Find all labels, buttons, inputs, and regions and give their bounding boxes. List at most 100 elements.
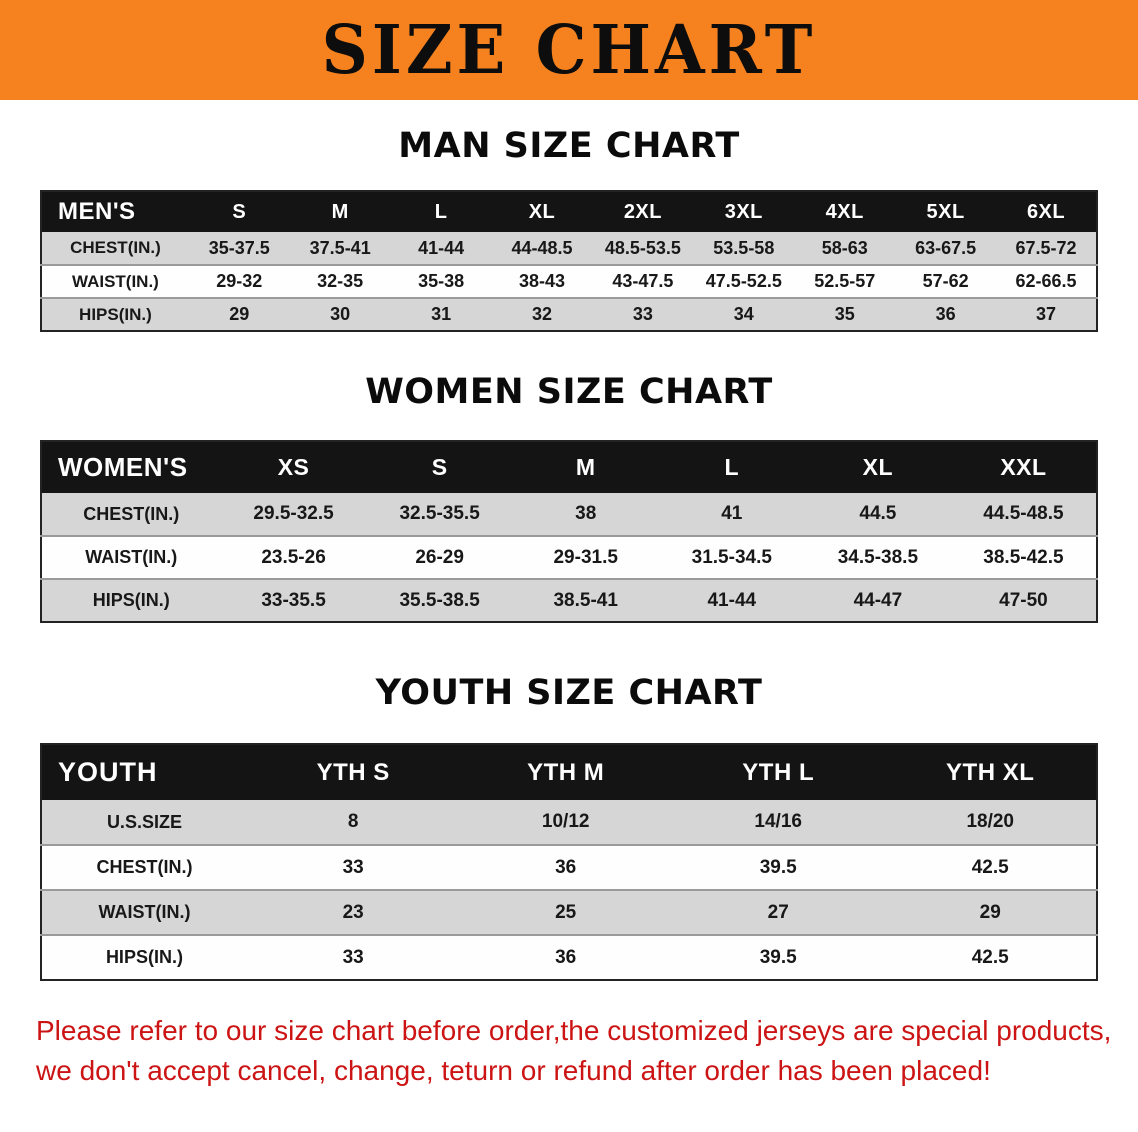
value-cell: 39.5 — [671, 934, 885, 980]
value-cell: 25 — [459, 889, 672, 935]
row-label: HIPS(IN.) — [41, 297, 189, 331]
value-cell: 23 — [246, 889, 460, 935]
women-col-header: M — [575, 454, 596, 480]
women-col-header: L — [724, 454, 740, 480]
banner: SIZE CHART — [0, 0, 1138, 100]
youth-col-header: YTH M — [527, 758, 605, 786]
value-cell: 23.5-26 — [220, 535, 367, 579]
row-label: WAIST(IN.) — [41, 535, 221, 579]
table-row: U.S.SIZE 8 10/12 14/16 18/20 — [41, 800, 1097, 845]
table-row: WAIST(IN.) 29-32 32-35 35-38 38-43 43-47.5 47.… — [41, 264, 1097, 298]
men-section-heading: MAN SIZE CHART — [398, 126, 740, 166]
row-label: WAIST(IN.) — [41, 889, 247, 935]
row-label: U.S.SIZE — [106, 811, 182, 832]
men-col-header: 3XL — [724, 200, 763, 223]
row-label: CHEST(IN.) — [41, 844, 247, 890]
value-cell: 52.5-57 — [794, 264, 896, 298]
men-col-header: L — [434, 200, 448, 223]
youth-header-row: YOUTH YTH S YTH M YTH L YTH XL — [41, 744, 1097, 800]
value-cell: 38.5-42.5 — [950, 535, 1097, 579]
value-cell: 58-63 — [821, 237, 868, 258]
value-cell: 38-43 — [491, 264, 593, 298]
value-cell: 41 — [721, 503, 743, 524]
value-cell: 8 — [347, 811, 359, 832]
value-cell: 34 — [693, 297, 795, 331]
value-cell: 29-32 — [188, 264, 290, 298]
value-cell: 34.5-38.5 — [804, 535, 951, 579]
value-cell: 33 — [246, 934, 460, 980]
table-row: WAIST(IN.) 23.5-26 26-29 29-31.5 31.5-34.5 34… — [41, 535, 1097, 579]
value-cell: 27 — [671, 889, 885, 935]
men-col-header: XL — [528, 200, 556, 223]
row-label: WAIST(IN.) — [41, 264, 189, 298]
value-cell: 42.5 — [884, 934, 1097, 980]
women-size-table: WOMEN'S XS S M L XL XXL CHEST(IN.) 29.5-32.5 32.5… — [40, 440, 1098, 623]
value-cell: 35.5-38.5 — [366, 578, 513, 622]
value-cell: 67.5-72 — [1015, 237, 1077, 258]
value-cell: 33 — [592, 297, 694, 331]
size-chart-page: SIZE CHART MAN SIZE CHART MEN'S S M L XL 2XL 3… — [0, 0, 1138, 1091]
value-cell: 36 — [895, 297, 997, 331]
value-cell: 32-35 — [289, 264, 391, 298]
value-cell: 38.5-41 — [512, 578, 659, 622]
youth-table-title: YOUTH — [58, 757, 158, 787]
women-table-title: WOMEN'S — [58, 452, 188, 482]
value-cell: 18/20 — [966, 811, 1014, 832]
table-row: HIPS(IN.) 33-35.5 35.5-38.5 38.5-41 41-44 44-… — [41, 578, 1097, 622]
value-cell: 36 — [459, 934, 672, 980]
value-cell: 33 — [246, 844, 460, 890]
value-cell: 33-35.5 — [220, 578, 367, 622]
women-section-heading: WOMEN SIZE CHART — [365, 372, 773, 412]
value-cell: 29.5-32.5 — [253, 503, 334, 524]
value-cell: 26-29 — [366, 535, 513, 579]
value-cell: 39.5 — [671, 844, 885, 890]
value-cell: 36 — [459, 844, 672, 890]
value-cell: 29-31.5 — [512, 535, 659, 579]
youth-table-container: YOUTH YTH S YTH M YTH L YTH XL U.S.SIZE 8 10/12… — [0, 743, 1138, 981]
men-table-title: MEN'S — [58, 198, 136, 225]
men-col-header: M — [331, 200, 349, 223]
women-col-header: XL — [862, 454, 894, 480]
men-section: MAN SIZE CHART MEN'S S M L XL 2XL 3XL 4XL 5XL 6XL… — [0, 126, 1138, 332]
men-col-header: S — [232, 200, 247, 223]
value-cell: 42.5 — [884, 844, 1097, 890]
youth-col-header: YTH L — [742, 758, 815, 786]
value-cell: 47-50 — [950, 578, 1097, 622]
value-cell: 63-67.5 — [915, 237, 977, 258]
value-cell: 35 — [794, 297, 896, 331]
value-cell: 37.5-41 — [309, 237, 371, 258]
page-title: SIZE CHART — [321, 10, 817, 90]
value-cell: 57-62 — [895, 264, 997, 298]
value-cell: 44-48.5 — [511, 237, 573, 258]
youth-size-table: YOUTH YTH S YTH M YTH L YTH XL U.S.SIZE 8 10/12… — [40, 743, 1098, 981]
men-col-header: 4XL — [825, 200, 864, 223]
men-table-container: MEN'S S M L XL 2XL 3XL 4XL 5XL 6XL CHEST(IN.) 35-37… — [0, 190, 1138, 332]
value-cell: 62-66.5 — [996, 264, 1097, 298]
row-label: HIPS(IN.) — [41, 578, 221, 622]
value-cell: 31 — [390, 297, 492, 331]
table-row: HIPS(IN.) 33 36 39.5 42.5 — [41, 934, 1097, 980]
disclaimer: Please refer to our size chart before or… — [0, 1011, 1138, 1091]
value-cell: 14/16 — [754, 811, 802, 832]
youth-section-heading: YOUTH SIZE CHART — [375, 673, 763, 713]
table-row: CHEST(IN.) 29.5-32.5 32.5-35.5 38 41 44.5 44.5… — [41, 493, 1097, 536]
value-cell: 44.5-48.5 — [983, 503, 1064, 524]
youth-section: YOUTH SIZE CHART YOUTH YTH S YTH M YTH L YTH… — [0, 673, 1138, 981]
value-cell: 48.5-53.5 — [604, 237, 681, 258]
value-cell: 32.5-35.5 — [399, 503, 480, 524]
value-cell: 32 — [491, 297, 593, 331]
value-cell: 35-38 — [390, 264, 492, 298]
women-col-header: S — [431, 454, 448, 480]
value-cell: 10/12 — [541, 811, 590, 832]
women-col-header: XXL — [1000, 454, 1047, 480]
row-label: HIPS(IN.) — [41, 934, 247, 980]
value-cell: 38 — [575, 503, 597, 524]
value-cell: 29 — [884, 889, 1097, 935]
disclaimer-line-2: we don't accept cancel, change, teturn o… — [36, 1054, 991, 1086]
value-cell: 41-44 — [658, 578, 805, 622]
women-section: WOMEN SIZE CHART WOMEN'S XS S M L XL XXL CHEST(… — [0, 372, 1138, 623]
row-label: CHEST(IN.) — [70, 238, 161, 257]
women-table-container: WOMEN'S XS S M L XL XXL CHEST(IN.) 29.5-32.5 32.5… — [0, 440, 1138, 623]
value-cell: 44-47 — [804, 578, 951, 622]
value-cell: 53.5-58 — [713, 237, 775, 258]
